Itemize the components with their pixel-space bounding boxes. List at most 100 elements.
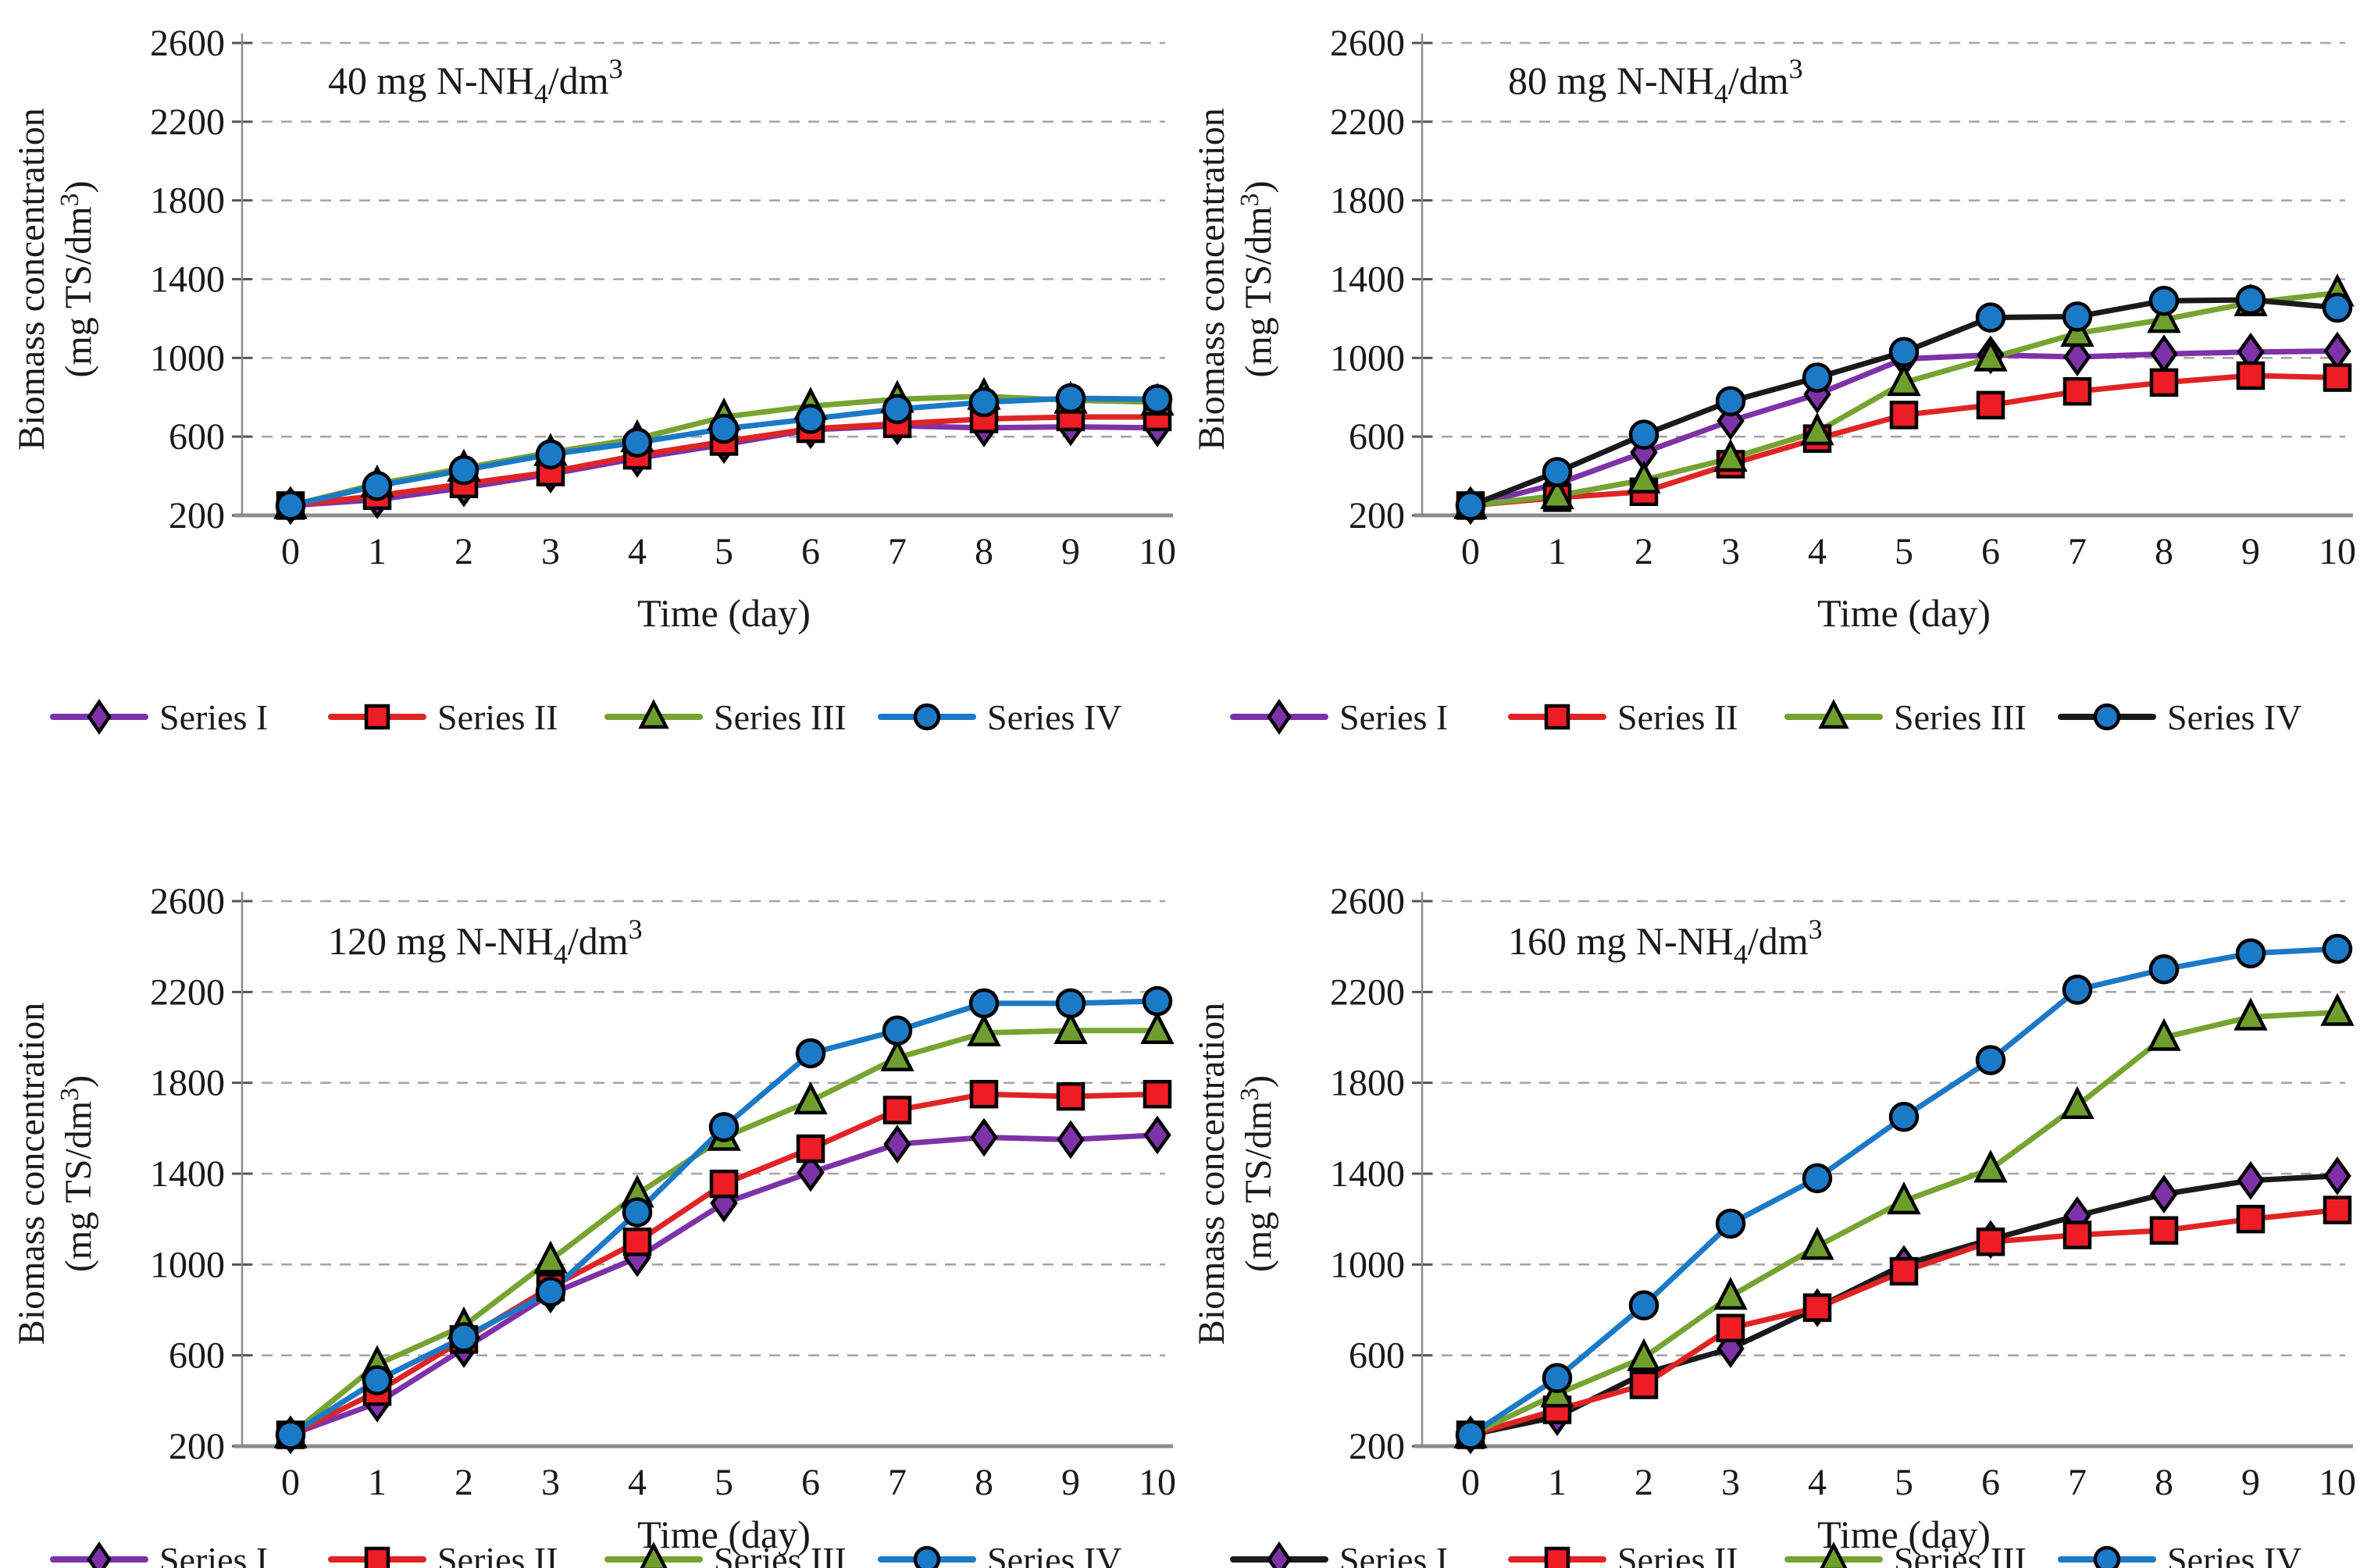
legend-label: Series III: [714, 1540, 847, 1568]
data-point-series-iv: [795, 404, 826, 434]
legend-label: Series I: [1339, 697, 1448, 737]
x-tick-label: 2: [455, 531, 473, 572]
y-tick-label: 1400: [150, 1153, 225, 1195]
data-point-series-ii: [1629, 1370, 1659, 1399]
data-point-series-iv: [1055, 988, 1086, 1019]
x-tick-label: 9: [1061, 1462, 1080, 1503]
data-point-series-iv: [2148, 285, 2180, 316]
data-point-series-iv: [2062, 975, 2093, 1005]
data-point-series-ii: [622, 1228, 652, 1256]
legend-label: Series IV: [2167, 697, 2301, 737]
y-tick-label: 1400: [1330, 259, 1405, 301]
legend-label: Series IV: [987, 1540, 1121, 1568]
data-point-series-iii: [1887, 1181, 1921, 1215]
x-tick-label: 3: [541, 1462, 560, 1503]
data-point-series-i: [797, 1153, 825, 1192]
chart-svg-160mg: 200 600 1000 1400 1800 2200 2600 0 1 2 3 4 5 6 7 8 9 10 Ti…: [1191, 881, 2356, 1568]
data-point-series-i: [2323, 1156, 2351, 1196]
y-tick-label: 2200: [150, 102, 225, 143]
data-point-series-iii: [1713, 438, 1748, 472]
y-tick-label: 1000: [1330, 1244, 1405, 1285]
data-point-series-iii: [880, 1038, 914, 1071]
x-tick-label: 1: [368, 1462, 387, 1503]
x-tick-label: 0: [1461, 1462, 1480, 1503]
data-point-series-i: [2323, 331, 2351, 371]
x-tick-label: 5: [1895, 531, 1913, 572]
y-tick-label: 2200: [150, 971, 225, 1013]
data-point-series-i: [2237, 1160, 2265, 1200]
data-point-series-iv: [535, 1276, 566, 1307]
chart-svg-120mg: 200 600 1000 1400 1800 2200 2600 0 1 2 3 4 5 6 7 8 9 10 Ti…: [11, 881, 1176, 1568]
y-axis-title-line1: Biomass concentration: [1191, 108, 1232, 451]
data-point-series-iv: [622, 427, 653, 458]
chart-panel-80mg: 200 600 1000 1400 1800 2200 2600 0 1 2 3 4 5 6 7 8 9 10 Ti…: [1180, 0, 2360, 784]
chart-svg-80mg: 200 600 1000 1400 1800 2200 2600 0 1 2 3 4 5 6 7 8 9 10 Ti…: [1191, 23, 2356, 737]
data-point-series-iii: [2147, 300, 2181, 333]
y-tick-label: 200: [1349, 495, 1405, 536]
data-point-series-iv: [2235, 284, 2266, 315]
data-point-series-iv: [1455, 1420, 1486, 1450]
x-tick-label: 5: [715, 1462, 733, 1503]
y-axis-title-line2: (mg TS/dm3): [1235, 1075, 1279, 1272]
x-tick-label: 2: [455, 1462, 473, 1503]
x-tick-label: 8: [975, 531, 993, 572]
legend-marker-diamond: [1267, 699, 1292, 735]
data-point-series-iv: [535, 439, 566, 470]
legend-label: Series III: [1894, 1540, 2027, 1568]
data-point-series-iv: [448, 454, 479, 486]
x-tick-label: 7: [888, 1462, 907, 1503]
data-point-series-iv: [968, 387, 1000, 418]
data-point-series-ii: [2149, 368, 2179, 397]
x-tick-label: 9: [2241, 1462, 2260, 1503]
data-point-series-iv: [1802, 1163, 1833, 1194]
legend-label: Series III: [714, 697, 847, 737]
x-tick-label: 4: [1808, 531, 1827, 572]
legend-label: Series I: [1339, 1540, 1448, 1568]
data-point-series-ii: [709, 1169, 739, 1199]
x-tick-label: 2: [1635, 1462, 1653, 1503]
data-point-series-iii: [1053, 1010, 1088, 1045]
data-point-series-ii: [1056, 1082, 1086, 1111]
legend-marker-diamond: [1267, 1541, 1292, 1568]
x-tick-label: 8: [2155, 531, 2173, 572]
legend-label: Series II: [437, 697, 558, 737]
legend-marker-triangle: [1820, 1541, 1848, 1568]
data-point-series-ii: [2236, 361, 2266, 390]
data-point-series-i: [2150, 1174, 2178, 1214]
y-tick-label: 2600: [150, 23, 225, 64]
x-tick-label: 10: [2319, 1462, 2356, 1503]
y-axis-title-line2: (mg TS/dm3): [1235, 180, 1279, 377]
y-axis-title-line2: (mg TS/dm3): [55, 1075, 99, 1272]
x-tick-label: 7: [888, 531, 907, 572]
data-point-series-iv: [1142, 384, 1173, 415]
x-tick-label: 0: [281, 1462, 300, 1503]
chart-svg-40mg: 200 600 1000 1400 1800 2200 2600 0 1 2 3 4 5 6 7 8 9 10 Ti…: [11, 23, 1176, 737]
x-tick-label: 2: [1635, 531, 1653, 572]
legend-marker-square: [1544, 1546, 1570, 1568]
data-point-series-iv: [708, 413, 740, 444]
data-point-series-ii: [1976, 390, 2005, 420]
data-point-series-iv: [968, 988, 1000, 1019]
x-axis-title: Time (day): [1817, 591, 1991, 635]
y-tick-label: 1000: [150, 337, 225, 379]
x-tick-label: 8: [975, 1462, 993, 1503]
data-point-series-ii: [882, 1096, 912, 1124]
data-point-series-iii: [1800, 1227, 1834, 1260]
y-axis-title-line1: Biomass concentration: [11, 1003, 52, 1345]
x-tick-label: 7: [2068, 1462, 2087, 1503]
data-point-series-iv: [708, 1112, 740, 1142]
chart-panel-120mg: 200 600 1000 1400 1800 2200 2600 0 1 2 3 4 5 6 7 8 9 10 Ti…: [0, 784, 1180, 1568]
data-point-series-iv: [275, 1420, 306, 1450]
x-tick-label: 1: [1548, 1462, 1567, 1503]
data-point-series-iii: [967, 1013, 1001, 1046]
data-point-series-ii: [2149, 1216, 2179, 1245]
data-point-series-iv: [1055, 383, 1086, 414]
data-point-series-iv: [1542, 1363, 1573, 1393]
x-tick-label: 3: [1721, 1462, 1740, 1503]
data-point-series-iv: [2322, 292, 2353, 323]
data-point-series-i: [1143, 1115, 1171, 1155]
x-tick-label: 9: [1061, 531, 1080, 572]
data-point-series-iv: [1142, 985, 1173, 1017]
x-tick-label: 1: [1548, 531, 1567, 572]
